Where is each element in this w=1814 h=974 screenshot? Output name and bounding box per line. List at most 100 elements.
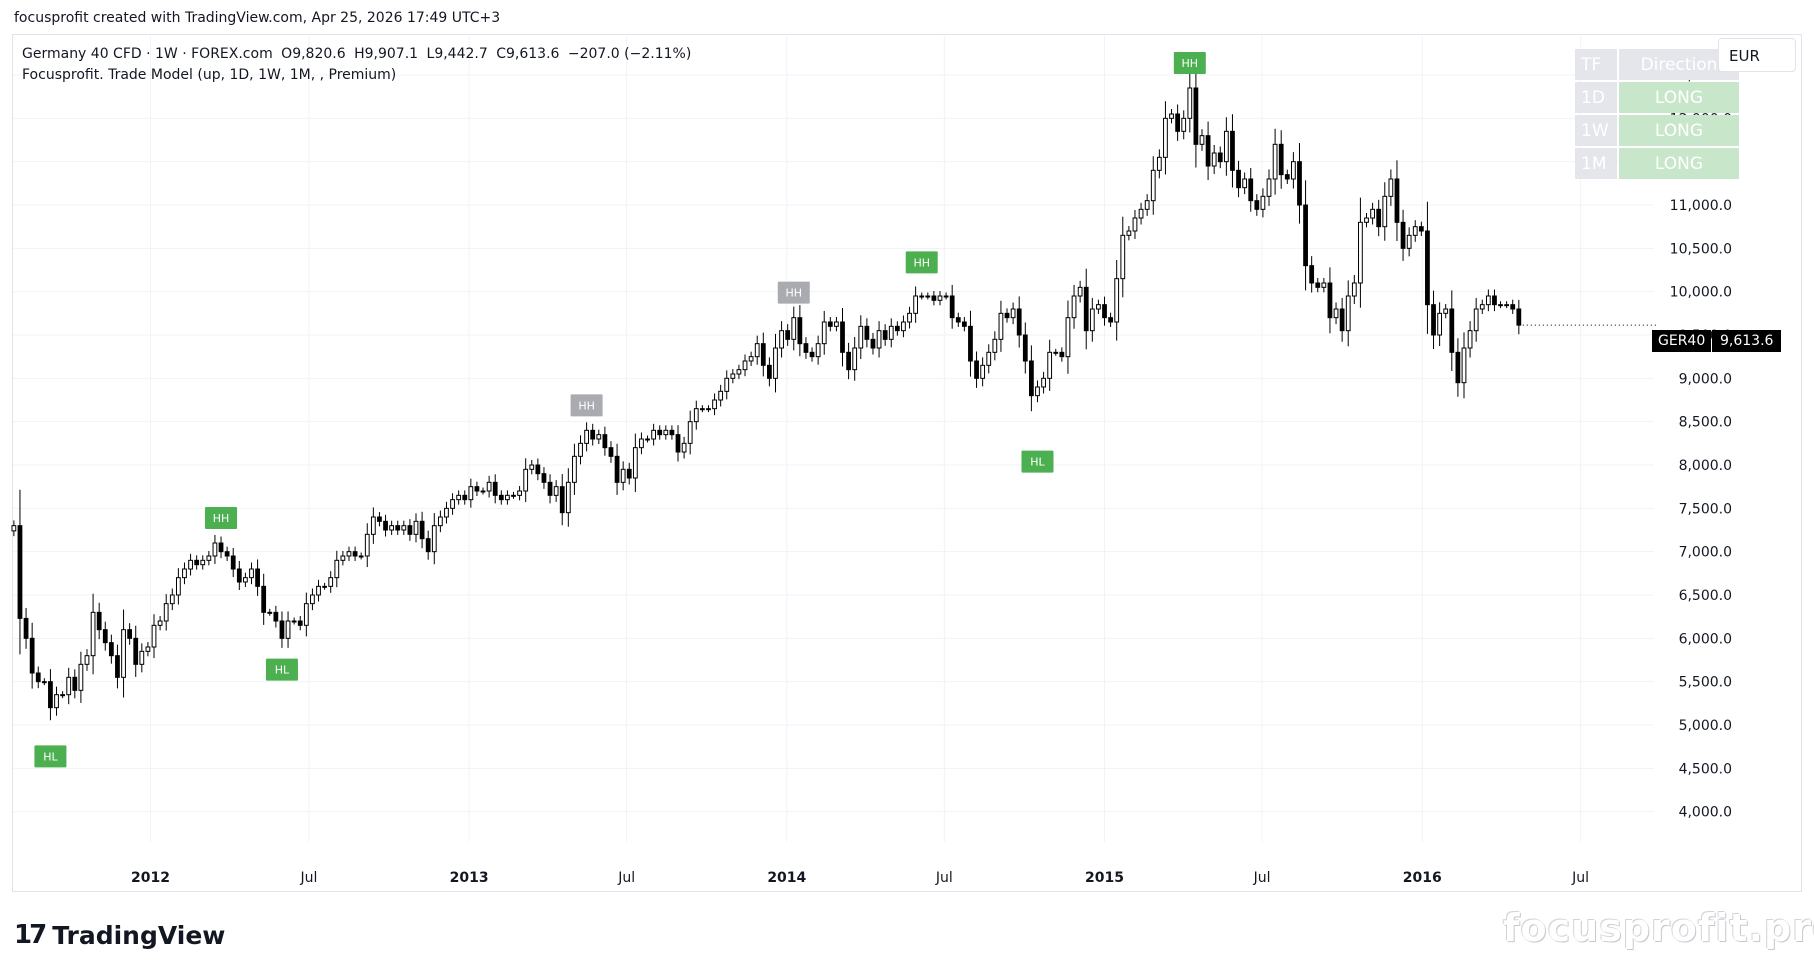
ohlc-line: Germany 40 CFD · 1W · FOREX.com O9,820.6… <box>22 44 695 65</box>
candle-body <box>565 481 571 514</box>
indicator-title[interactable]: Focusprofit. Trade Model (up, 1D, 1W, 1M… <box>22 67 397 83</box>
marker-badge <box>34 745 67 768</box>
candle-body <box>1071 295 1077 319</box>
candle-body <box>1479 304 1485 310</box>
candle-body <box>96 611 102 631</box>
tf-row-1d: 1D LONG <box>1575 82 1739 113</box>
candle-body <box>1309 265 1315 284</box>
marker-badge <box>1021 450 1054 473</box>
candle-body <box>535 464 541 475</box>
candle-body <box>815 343 821 358</box>
candle-body <box>1358 221 1363 284</box>
y-tick-label: 7,500.0 <box>1679 501 1732 517</box>
candle-body <box>1187 87 1193 119</box>
candle-body <box>212 542 218 557</box>
candle-body <box>236 568 242 583</box>
symbol-price-tag: GER40 <box>1652 330 1712 352</box>
marker-label: HH <box>913 256 930 269</box>
candle-body <box>614 455 620 483</box>
candle-body <box>620 468 626 483</box>
tf-row-1w: 1W LONG <box>1575 115 1739 146</box>
candle-body <box>1406 234 1412 249</box>
candle-body <box>1449 308 1455 353</box>
candle-body <box>797 317 803 345</box>
candle-body <box>578 442 583 457</box>
marker-badge <box>265 658 298 681</box>
candle-body <box>328 577 334 587</box>
candle-body <box>1327 282 1333 319</box>
candle-body <box>803 343 809 353</box>
tradingview-logo[interactable]: 17 TradingView <box>14 920 225 950</box>
candle-body <box>517 490 522 496</box>
candle-body <box>706 408 711 411</box>
candle-body <box>261 585 267 613</box>
candle-body <box>1016 308 1022 336</box>
candle-body <box>1175 113 1181 132</box>
marker-label: HL <box>1030 456 1045 469</box>
candle-body <box>974 360 979 379</box>
candle-body <box>72 676 78 691</box>
candle-body <box>41 681 47 684</box>
candle-body <box>1388 178 1394 197</box>
marker-label: HH <box>785 287 802 300</box>
candle-body <box>736 369 742 375</box>
marker-label: HL <box>275 664 290 677</box>
candle-body <box>1498 304 1503 307</box>
candle-body <box>1376 208 1382 228</box>
marker-badge <box>905 251 938 274</box>
candle-body <box>90 611 96 657</box>
candle-body <box>1467 330 1473 349</box>
tradingview-logo-icon: 17 <box>14 920 47 950</box>
candle-body <box>1004 312 1010 319</box>
candle-body <box>779 330 784 349</box>
candle-body <box>243 577 248 583</box>
candle-body <box>541 473 547 483</box>
candle-body <box>559 486 565 514</box>
candle-body <box>529 464 535 470</box>
candle-body <box>1126 230 1132 236</box>
candle-body <box>230 555 236 570</box>
y-tick-label: 7,000.0 <box>1679 545 1732 561</box>
x-tick-label: 2015 <box>1085 870 1124 886</box>
candle-body <box>1041 377 1046 388</box>
candle-body <box>1010 308 1016 319</box>
candle-body <box>133 637 139 665</box>
candle-body <box>675 434 681 453</box>
y-tick-label: 8,000.0 <box>1679 458 1732 474</box>
candle-body <box>1382 195 1388 228</box>
candle-body <box>1163 117 1168 158</box>
candle-body <box>827 321 833 327</box>
candle-body <box>60 694 66 697</box>
candle-body <box>1089 308 1095 332</box>
candle-body <box>846 351 851 371</box>
candle-body <box>145 646 151 652</box>
direction-cell: LONG <box>1619 82 1739 113</box>
candle-body <box>858 325 864 349</box>
candle-body <box>1248 178 1254 202</box>
candle-body <box>1303 204 1308 267</box>
candle-body <box>724 377 730 392</box>
tf-cell: 1M <box>1575 148 1617 179</box>
candle-body <box>876 330 882 349</box>
symbol-title[interactable]: Germany 40 CFD · 1W · FOREX.com <box>22 46 273 62</box>
candle-body <box>352 551 358 557</box>
y-tick-label: 4,000.0 <box>1679 805 1732 821</box>
marker-badge <box>1173 52 1206 74</box>
candle-body <box>1144 200 1150 210</box>
candle-body <box>450 499 455 509</box>
candle-body <box>431 525 437 553</box>
currency-selector[interactable]: EUR <box>1718 38 1796 72</box>
candle-body <box>23 617 29 639</box>
candle-body <box>157 620 163 626</box>
candle-body <box>712 399 717 410</box>
candle-body <box>66 676 72 696</box>
candle-body <box>681 442 687 453</box>
candle-body <box>888 325 894 340</box>
candle-body <box>1077 286 1083 297</box>
candle-body <box>182 568 187 579</box>
candle-body <box>1370 208 1375 219</box>
candle-body <box>1437 312 1443 336</box>
candle-body <box>1425 230 1430 306</box>
candle-body <box>395 525 401 531</box>
